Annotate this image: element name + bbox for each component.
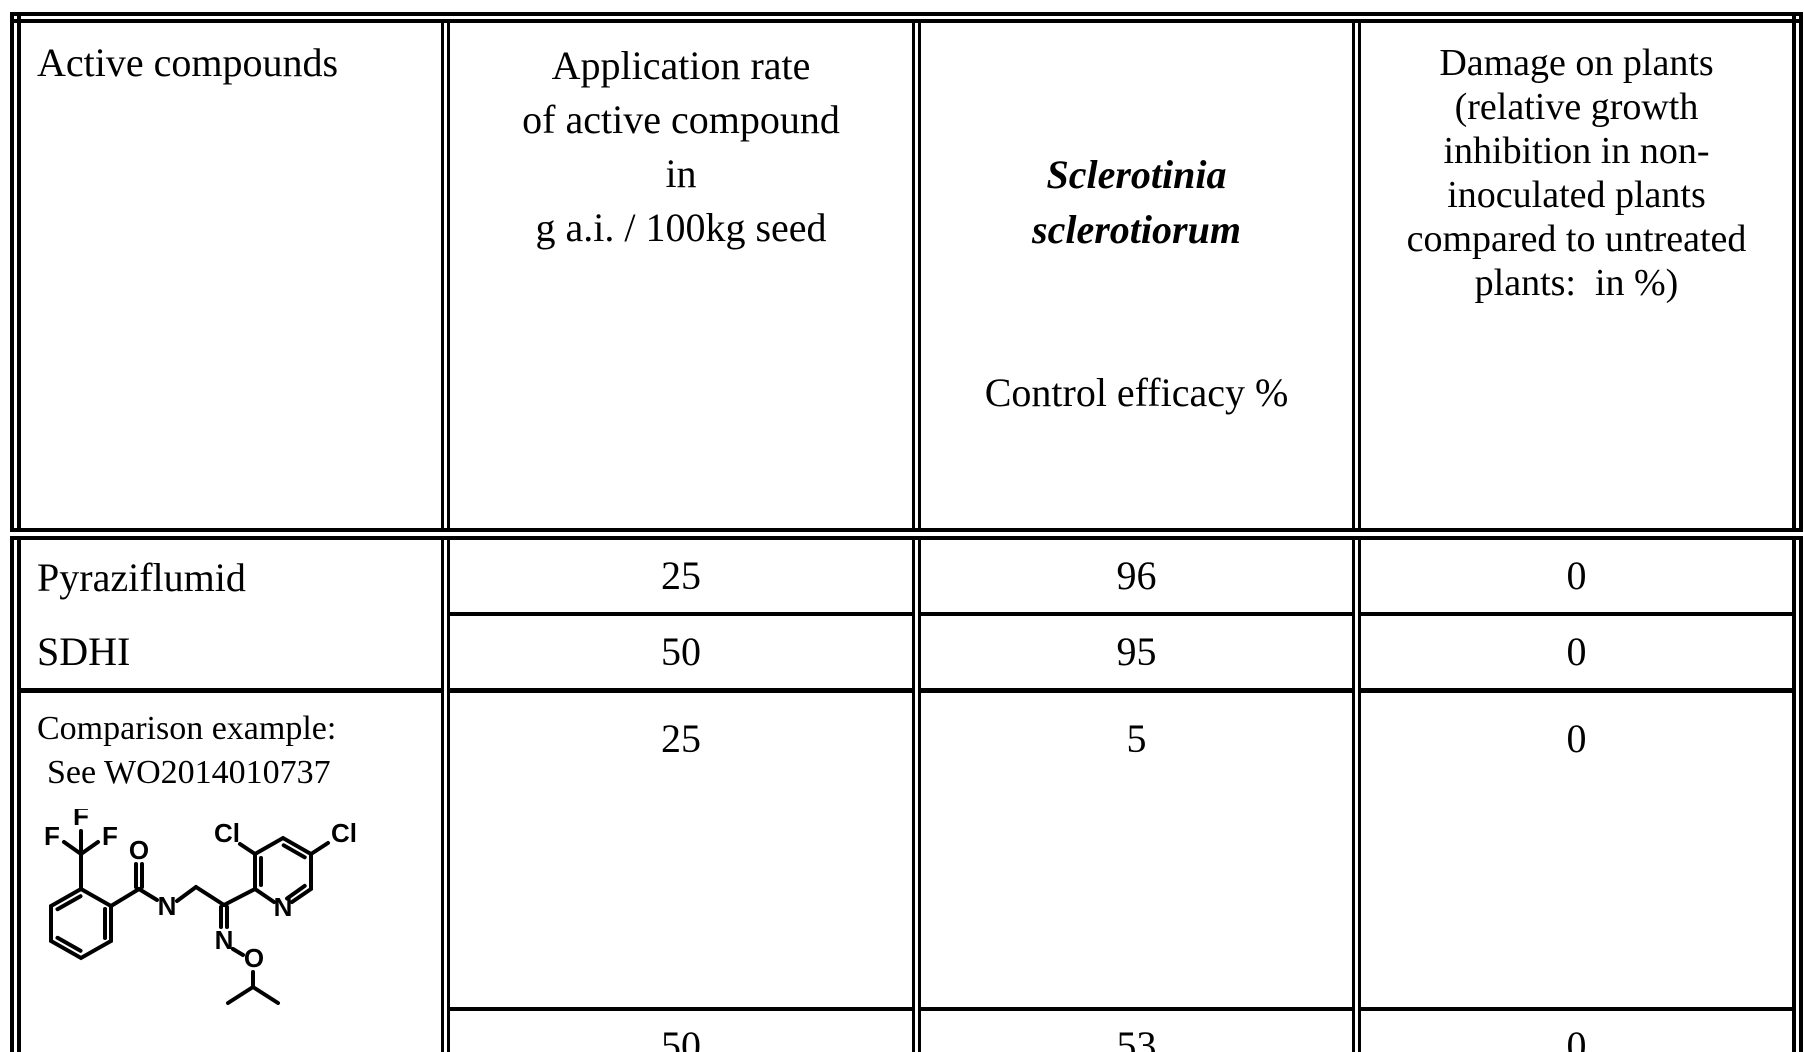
atom-label: N xyxy=(215,925,234,955)
cell-efficacy: 5 xyxy=(912,690,1357,1011)
cell-comparison-compound: Comparison example: See WO2014010737 F F… xyxy=(15,690,446,1052)
compound-class: SDHI xyxy=(37,628,131,674)
atom-label: Cl xyxy=(331,818,357,848)
header-pathogen: Sclerotinia sclerotiorum Control efficac… xyxy=(912,17,1357,540)
atom-label: N xyxy=(158,891,177,921)
cell-efficacy: 96 xyxy=(912,534,1357,616)
atom-label: Cl xyxy=(214,818,240,848)
cell-damage: 0 xyxy=(1352,690,1798,1011)
compound-efficacy-table: Active compounds Application rate of act… xyxy=(10,12,1803,1052)
cell-pyraziflumid: Pyraziflumid SDHI xyxy=(15,534,446,693)
cell-rate: 25 xyxy=(441,690,917,1011)
cell-damage: 0 xyxy=(1352,1008,1798,1052)
pathogen-subtitle: Control efficacy % xyxy=(984,370,1289,415)
header-active-compounds: Active compounds xyxy=(15,17,446,540)
comparison-reference: See WO2014010737 xyxy=(47,754,331,791)
cell-rate: 50 xyxy=(441,1008,917,1052)
atom-label: O xyxy=(129,835,149,865)
cell-rate: 50 xyxy=(441,613,917,693)
compound-name: Pyraziflumid xyxy=(37,554,246,600)
atom-label: F xyxy=(73,809,89,831)
cell-damage: 0 xyxy=(1352,534,1798,616)
header-damage: Damage on plants (relative growth inhibi… xyxy=(1352,17,1798,540)
pathogen-name-italic: Sclerotinia sclerotiorum xyxy=(1032,152,1241,252)
atom-label: F xyxy=(44,821,60,851)
cell-efficacy: 95 xyxy=(912,613,1357,693)
atom-label: F xyxy=(102,821,118,851)
comparison-label: Comparison example: xyxy=(37,710,337,747)
chemical-structure: F F F O xyxy=(31,809,437,1017)
atom-label: O xyxy=(244,943,264,973)
cell-rate: 25 xyxy=(441,534,917,616)
header-application-rate: Application rate of active compound in g… xyxy=(441,17,917,540)
cell-damage: 0 xyxy=(1352,613,1798,693)
cell-efficacy: 53 xyxy=(912,1008,1357,1052)
